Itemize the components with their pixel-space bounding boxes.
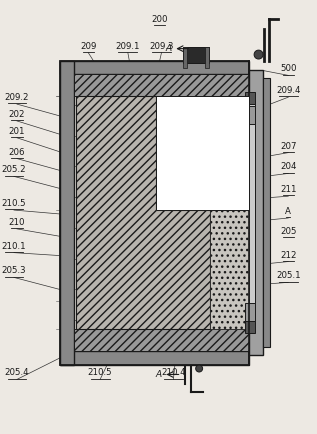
Circle shape bbox=[254, 50, 263, 59]
Bar bbox=[210, 210, 249, 329]
Bar bbox=[61, 351, 249, 365]
Bar bbox=[245, 92, 255, 104]
Text: 201: 201 bbox=[9, 127, 25, 136]
Text: A: A bbox=[155, 370, 161, 379]
Bar bbox=[183, 46, 209, 62]
Text: 205.2: 205.2 bbox=[2, 165, 26, 174]
Text: 212: 212 bbox=[280, 250, 296, 260]
Text: 207: 207 bbox=[280, 141, 296, 151]
Text: 211: 211 bbox=[280, 185, 296, 194]
Bar bbox=[245, 321, 255, 333]
Bar bbox=[245, 106, 255, 124]
Text: 210.1: 210.1 bbox=[2, 242, 26, 251]
Text: 204: 204 bbox=[280, 162, 296, 171]
Text: 205.4: 205.4 bbox=[5, 368, 29, 378]
Text: 206: 206 bbox=[9, 148, 25, 157]
Bar bbox=[61, 60, 249, 74]
Text: 210.4: 210.4 bbox=[161, 368, 186, 378]
Bar bbox=[74, 74, 249, 351]
Circle shape bbox=[196, 365, 203, 372]
Text: 209: 209 bbox=[80, 42, 96, 51]
Text: 209.3: 209.3 bbox=[149, 42, 174, 51]
Text: 210.5: 210.5 bbox=[88, 368, 113, 378]
Text: 209.2: 209.2 bbox=[5, 93, 29, 102]
Text: 500: 500 bbox=[280, 64, 296, 73]
Bar bbox=[245, 104, 255, 303]
Text: 210: 210 bbox=[9, 218, 25, 227]
Text: 209.1: 209.1 bbox=[116, 42, 140, 51]
Text: A: A bbox=[165, 44, 171, 53]
Bar bbox=[74, 329, 249, 351]
Bar bbox=[245, 303, 255, 321]
Bar bbox=[74, 74, 249, 351]
Bar bbox=[61, 60, 74, 365]
Text: A: A bbox=[285, 207, 291, 216]
Bar bbox=[61, 60, 249, 365]
Text: 202: 202 bbox=[9, 110, 25, 119]
Text: 205.1: 205.1 bbox=[276, 271, 301, 280]
Polygon shape bbox=[76, 96, 210, 329]
Bar bbox=[205, 46, 209, 69]
Text: 209.4: 209.4 bbox=[276, 86, 301, 95]
Bar bbox=[156, 96, 249, 210]
Text: 200: 200 bbox=[151, 15, 168, 24]
Bar bbox=[74, 74, 249, 96]
Bar bbox=[183, 46, 187, 69]
Bar bbox=[249, 70, 262, 355]
Text: 205: 205 bbox=[280, 227, 296, 236]
Text: 205.3: 205.3 bbox=[2, 266, 26, 276]
Bar bbox=[262, 79, 270, 347]
Text: 210.5: 210.5 bbox=[2, 199, 26, 208]
